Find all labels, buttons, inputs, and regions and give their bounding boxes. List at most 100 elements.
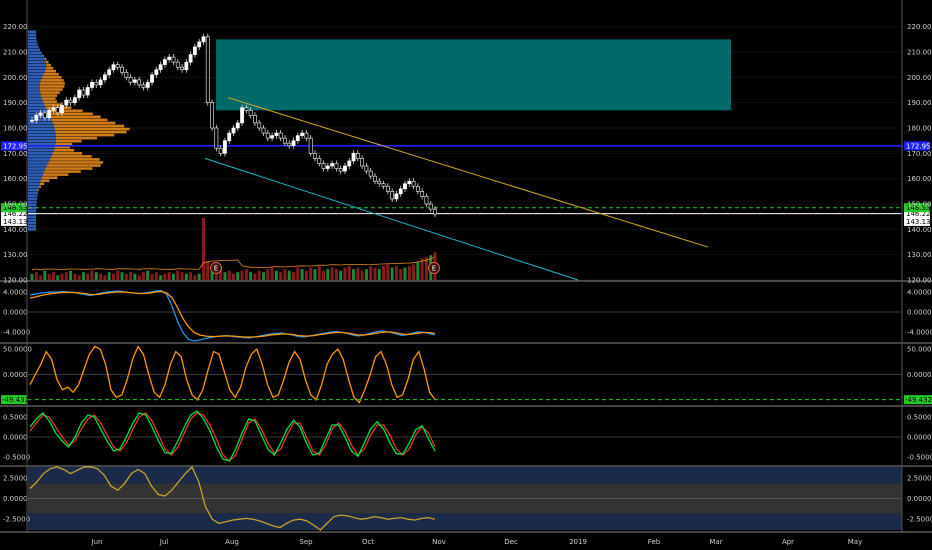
profile-bar-orange xyxy=(45,60,49,64)
volume-bar xyxy=(356,267,360,280)
candle-body xyxy=(124,71,129,78)
candle-body xyxy=(330,163,335,167)
price-level-tag-right xyxy=(904,141,930,151)
profile-bar-orange xyxy=(39,185,41,189)
volume-bar xyxy=(60,273,64,280)
volume-bar xyxy=(124,273,128,280)
candle-body xyxy=(287,142,292,147)
profile-bar-orange xyxy=(53,148,74,152)
indicator-tick-right: 0.0000 xyxy=(907,371,932,379)
candle-body xyxy=(120,66,124,73)
candle-body xyxy=(428,203,433,210)
profile-bar-orange xyxy=(48,112,93,116)
volume-bar xyxy=(292,272,296,280)
profile-bar-orange xyxy=(45,167,93,170)
profile-bar-blue xyxy=(28,115,50,119)
candle-body xyxy=(240,107,244,124)
price-level-tag-left xyxy=(1,141,27,151)
candle-body xyxy=(128,77,133,83)
volume-bar xyxy=(171,273,175,280)
profile-bar-orange xyxy=(54,127,130,131)
candle-body xyxy=(317,158,322,164)
price-tick-left: 140.00 xyxy=(3,226,28,234)
volume-bar xyxy=(240,270,244,280)
candle-body xyxy=(184,61,189,71)
candle-body xyxy=(111,64,116,71)
profile-bar-orange xyxy=(43,72,59,76)
candle-body xyxy=(338,168,343,172)
profile-bar-blue xyxy=(28,133,56,137)
volume-bar xyxy=(420,258,424,280)
candle-body xyxy=(231,127,236,134)
volume-bar xyxy=(407,266,411,280)
profile-bar-blue xyxy=(28,45,39,49)
volume-bar xyxy=(304,270,308,280)
candle-body xyxy=(214,127,219,149)
candle-body xyxy=(154,69,159,76)
candle-body xyxy=(218,147,223,154)
candle-body xyxy=(81,89,86,96)
profile-bar-orange xyxy=(55,130,127,134)
candle-body xyxy=(205,36,210,103)
indicator-tick-right: 2.5000 xyxy=(907,474,932,482)
indicator-tick-right: 50.0000 xyxy=(907,346,932,354)
earnings-marker xyxy=(210,262,222,274)
candle-body xyxy=(145,82,150,88)
volume-bar xyxy=(99,273,103,280)
x-tick-label: Feb xyxy=(648,538,661,546)
x-tick-label: Jun xyxy=(91,538,103,546)
candle-body xyxy=(308,137,313,154)
profile-bar-blue xyxy=(28,218,37,222)
earnings-marker-label: E xyxy=(432,265,436,273)
volume-bar xyxy=(377,269,381,280)
candle-body xyxy=(223,140,227,154)
candle-body xyxy=(150,74,154,83)
candle-body xyxy=(334,163,339,169)
profile-bar-orange xyxy=(44,103,63,106)
candle-body xyxy=(90,82,94,88)
profile-bar-orange xyxy=(38,188,40,192)
candle-body xyxy=(278,132,283,139)
volume-bar xyxy=(210,267,214,280)
profile-bar-blue xyxy=(28,127,55,131)
x-tick-label: May xyxy=(848,538,862,546)
indicator-panel-4: 2.5000 2.5000 0.0000 0.0000 -2.5000 -2.5000 xyxy=(3,465,932,531)
indicator-level-label-right: -49.4322 xyxy=(905,396,932,404)
indicator-tick-left: 0.0000 xyxy=(3,371,28,379)
candle-body xyxy=(47,109,52,119)
volume-bar xyxy=(317,266,321,280)
volume-bar xyxy=(364,269,368,280)
candle-body xyxy=(193,46,197,55)
price-tick-left: 220.00 xyxy=(3,23,28,31)
price-tick-right: 170.00 xyxy=(907,150,932,158)
profile-bar-blue xyxy=(28,194,38,198)
candle-body xyxy=(244,107,249,111)
profile-bar-blue xyxy=(28,170,45,173)
price-tick-left: 170.00 xyxy=(3,150,28,158)
profile-bar-orange xyxy=(41,97,56,100)
volume-bar xyxy=(141,272,145,280)
volume-bar xyxy=(244,269,248,280)
volume-bar xyxy=(201,218,205,280)
volume-bar xyxy=(274,270,278,280)
candle-body xyxy=(415,185,420,192)
profile-bar-blue xyxy=(28,100,43,103)
candle-body xyxy=(321,163,326,169)
price-tick-right: 180.00 xyxy=(907,125,932,133)
profile-bar-blue xyxy=(28,224,37,228)
profile-bar-blue xyxy=(28,94,41,97)
price-tick-left: 210.00 xyxy=(3,49,28,57)
profile-bar-blue xyxy=(28,79,41,82)
volume-bar xyxy=(77,275,81,280)
volume-bar xyxy=(94,272,98,280)
candle-body xyxy=(175,61,180,68)
candle-body xyxy=(197,41,202,48)
profile-bar-blue xyxy=(28,136,56,140)
volume-bar xyxy=(223,272,227,280)
candle-body xyxy=(72,97,77,103)
candle-body xyxy=(253,115,257,124)
profile-bar-blue xyxy=(28,60,46,64)
